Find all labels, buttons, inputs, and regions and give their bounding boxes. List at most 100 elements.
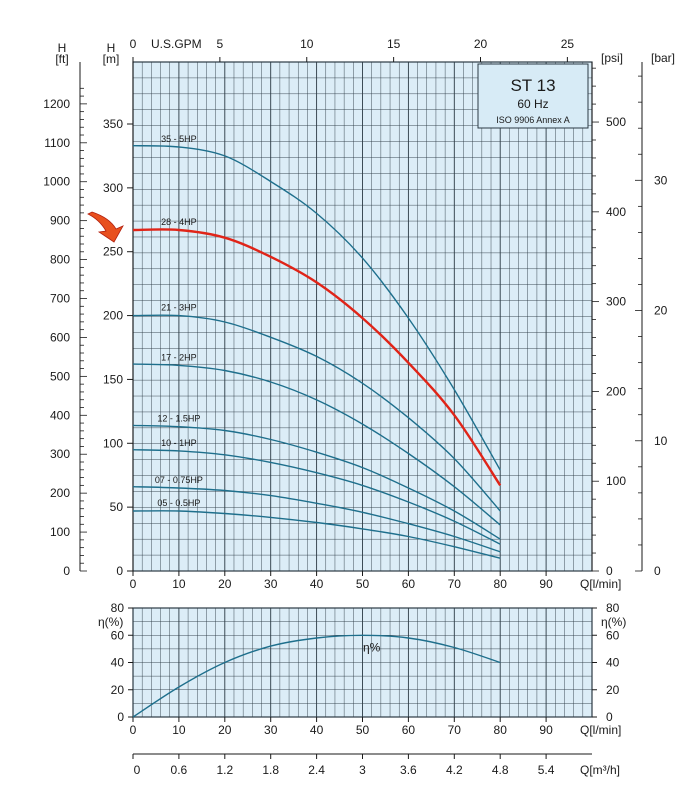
eff-left-tick-label: 60 bbox=[111, 628, 125, 642]
m3h-axis-tick-label: 1.2 bbox=[216, 763, 233, 777]
ft-axis-tick-label: 300 bbox=[50, 447, 70, 461]
bar-axis-tick-label: 10 bbox=[654, 434, 668, 448]
m-axis-tick-label: 200 bbox=[103, 309, 123, 323]
chart-title-box: ST 13 60 Hz ISO 9906 Annex A bbox=[477, 63, 589, 129]
gpm-axis-tick-label: 15 bbox=[387, 37, 401, 51]
eff-q-axis-tick-label: 50 bbox=[356, 723, 370, 737]
head-curves: 35 - 5HP 28 - 4HP 21 - 3HP 17 - 2HP 12 - 1.5… bbox=[132, 134, 502, 559]
curve-label: 21 - 3HP bbox=[161, 303, 197, 313]
q-axis-tick-label: 70 bbox=[448, 577, 462, 591]
chart-axes: 0 10 20 30 40 50 60 70 80 90 Q[l/min]0501001502002… bbox=[43, 37, 675, 777]
head-curve-12-1-5hp bbox=[132, 424, 501, 540]
psi-axis-tick-label: 500 bbox=[606, 115, 626, 129]
m-axis-tick-label: 300 bbox=[103, 181, 123, 195]
bar-axis-tick-label: 20 bbox=[654, 304, 668, 318]
curve-label: 35 - 5HP bbox=[161, 134, 197, 144]
m-axis-unit: [m] bbox=[103, 52, 120, 66]
eff-left-tick-label: 20 bbox=[111, 683, 125, 697]
efficiency-annotation: η% bbox=[363, 641, 381, 655]
ft-axis-tick-label: 1000 bbox=[43, 175, 70, 189]
bar-axis-tick-label: 0 bbox=[654, 564, 661, 578]
q-axis-tick-label: 30 bbox=[264, 577, 278, 591]
eff-q-axis-tick-label: 80 bbox=[494, 723, 508, 737]
eff-right-axis-title: η(%) bbox=[601, 615, 626, 629]
eff-left-tick-label: 0 bbox=[117, 710, 124, 724]
curve-label: 10 - 1HP bbox=[161, 438, 197, 448]
m3h-axis-tick-label: 4.2 bbox=[446, 763, 463, 777]
q-axis-tick-label: 80 bbox=[494, 577, 508, 591]
q-axis-tick-label: 40 bbox=[310, 577, 324, 591]
gpm-axis-title: U.S.GPM bbox=[151, 37, 202, 51]
curve-label: 12 - 1.5HP bbox=[157, 414, 200, 424]
gpm-axis-tick-label: 0 bbox=[130, 37, 137, 51]
head-curve-35-5hp bbox=[132, 145, 501, 471]
eff-left-tick-label: 80 bbox=[111, 601, 125, 615]
q-axis-tick-label: 60 bbox=[402, 577, 416, 591]
psi-axis-title: [psi] bbox=[601, 51, 623, 65]
ft-axis-tick-label: 0 bbox=[63, 564, 70, 578]
eff-q-axis-tick-label: 60 bbox=[402, 723, 416, 737]
q-axis-tick-label: 50 bbox=[356, 577, 370, 591]
psi-axis-tick-label: 300 bbox=[606, 295, 626, 309]
m-axis-tick-label: 100 bbox=[103, 436, 123, 450]
efficiency-curve bbox=[132, 634, 501, 718]
ft-axis-tick-label: 600 bbox=[50, 330, 70, 344]
gpm-axis-tick-label: 10 bbox=[300, 37, 314, 51]
m-axis-tick-label: 0 bbox=[116, 564, 123, 578]
eff-right-tick-label: 20 bbox=[606, 683, 620, 697]
eff-right-tick-label: 60 bbox=[606, 628, 620, 642]
m3h-axis-title: Q[m³/h] bbox=[580, 763, 620, 777]
curve-label: 17 - 2HP bbox=[161, 352, 197, 362]
q-axis-title: Q[l/min] bbox=[580, 577, 621, 591]
standard-label: ISO 9906 Annex A bbox=[496, 115, 570, 125]
ft-axis-tick-label: 700 bbox=[50, 292, 70, 306]
eff-q-axis-tick-label: 20 bbox=[218, 723, 232, 737]
m3h-axis-tick-label: 3 bbox=[359, 763, 366, 777]
frequency-label: 60 Hz bbox=[517, 97, 548, 111]
m3h-axis-tick-label: 4.8 bbox=[492, 763, 509, 777]
m-axis-tick-label: 150 bbox=[103, 372, 123, 386]
m3h-axis-tick-label: 0.6 bbox=[171, 763, 188, 777]
eff-q-axis-tick-label: 40 bbox=[310, 723, 324, 737]
ft-axis-tick-label: 400 bbox=[50, 408, 70, 422]
highlight-arrow-icon bbox=[87, 211, 124, 243]
m-axis-tick-label: 250 bbox=[103, 245, 123, 259]
q-axis-tick-label: 0 bbox=[130, 577, 137, 591]
m3h-axis-tick-label: 1.8 bbox=[262, 763, 279, 777]
gpm-axis-tick-label: 25 bbox=[561, 37, 575, 51]
ft-axis-tick-label: 1100 bbox=[44, 136, 70, 150]
model-title: ST 13 bbox=[510, 76, 555, 95]
eff-q-axis-tick-label: 30 bbox=[264, 723, 278, 737]
ft-axis-tick-label: 800 bbox=[50, 253, 70, 267]
ft-axis-tick-label: 500 bbox=[50, 369, 70, 383]
head-curve-05-0-5hp bbox=[132, 510, 501, 559]
head-curve-21-3hp bbox=[132, 314, 501, 512]
ft-axis-tick-label: 200 bbox=[50, 486, 70, 500]
eff-right-tick-label: 40 bbox=[606, 656, 620, 670]
m3h-axis-tick-label: 5.4 bbox=[538, 763, 555, 777]
m3h-axis-tick-label: 3.6 bbox=[400, 763, 417, 777]
head-curve-28-4hp bbox=[132, 228, 502, 487]
m-axis-tick-label: 350 bbox=[103, 117, 123, 131]
q-axis-tick-label: 20 bbox=[218, 577, 232, 591]
main-chart-grid bbox=[132, 61, 593, 572]
bar-axis-title: [bar] bbox=[651, 51, 675, 65]
bar-axis-tick-label: 30 bbox=[654, 173, 668, 187]
eff-right-tick-label: 80 bbox=[606, 601, 620, 615]
ft-axis-tick-label: 100 bbox=[50, 525, 70, 539]
gpm-axis-tick-label: 5 bbox=[217, 37, 224, 51]
eff-left-axis-title: η(%) bbox=[98, 615, 123, 629]
m-axis-title: H bbox=[107, 41, 116, 55]
gpm-axis-tick-label: 20 bbox=[474, 37, 488, 51]
q-axis-tick-label: 10 bbox=[172, 577, 186, 591]
m3h-axis-tick-label: 2.4 bbox=[308, 763, 325, 777]
ft-axis-title: H bbox=[58, 41, 67, 55]
psi-axis-tick-label: 0 bbox=[606, 564, 613, 578]
eff-right-tick-label: 0 bbox=[606, 710, 613, 724]
curve-label: 28 - 4HP bbox=[161, 217, 197, 227]
eff-q-axis-tick-label: 70 bbox=[448, 723, 462, 737]
eff-q-axis-tick-label: 0 bbox=[130, 723, 137, 737]
eff-q-axis-tick-label: 90 bbox=[539, 723, 553, 737]
m3h-axis-tick-label: 0 bbox=[134, 763, 141, 777]
